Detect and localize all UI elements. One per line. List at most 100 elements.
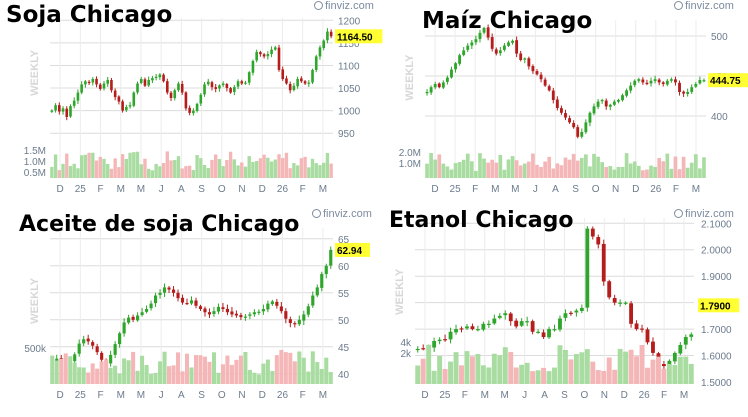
- candle-body: [165, 81, 169, 93]
- candle-body: [329, 249, 333, 266]
- candle-body: [508, 313, 513, 322]
- candle-body: [568, 312, 573, 314]
- candle-body: [255, 51, 258, 61]
- x-tick-label: O: [218, 390, 226, 401]
- candle-body: [454, 63, 457, 70]
- candle-body: [645, 82, 649, 85]
- x-tick-label: O: [218, 184, 226, 195]
- volume-bar: [328, 371, 333, 384]
- candle-body: [131, 316, 135, 320]
- x-tick-label: F: [300, 390, 306, 401]
- candle-body: [65, 108, 69, 117]
- candle-body: [678, 82, 681, 92]
- candle-body: [158, 292, 162, 295]
- candle-body: [497, 315, 502, 318]
- candle-body: [494, 49, 498, 54]
- volume-bar: [122, 358, 127, 384]
- volume-bar: [165, 151, 169, 178]
- weekly-watermark: WEEKLY: [29, 277, 41, 324]
- y-tick-label: 1200: [338, 16, 361, 27]
- volume-bar: [420, 358, 426, 384]
- candle-body: [221, 83, 225, 86]
- volume-bar: [161, 163, 166, 178]
- candle-body: [244, 82, 247, 84]
- candle-body: [80, 84, 83, 93]
- volume-bar: [72, 163, 76, 178]
- candle-body: [564, 113, 567, 118]
- volume-bar: [173, 160, 177, 178]
- candle-body: [259, 52, 262, 55]
- candle-body: [285, 78, 288, 84]
- candle-body: [694, 84, 698, 87]
- volume-bar: [677, 356, 683, 384]
- volume-bar: [120, 154, 125, 178]
- volume-bar: [225, 355, 230, 384]
- candle-body: [649, 80, 653, 84]
- volume-bar: [292, 361, 297, 384]
- candle-body: [437, 339, 442, 342]
- candle-body: [210, 82, 214, 88]
- candle-body: [82, 339, 86, 344]
- candle-body: [162, 74, 165, 82]
- candle-body: [634, 323, 639, 330]
- x-tick-label: D: [421, 390, 428, 401]
- x-tick-label: D: [632, 184, 639, 195]
- x-tick-label: S: [572, 184, 579, 195]
- candle-body: [171, 289, 176, 293]
- volume-bar: [191, 170, 196, 178]
- candle-body: [527, 58, 531, 67]
- volume-bar: [81, 367, 86, 384]
- candle-body: [275, 301, 279, 306]
- candle-body: [76, 92, 80, 101]
- volume-bar: [193, 355, 199, 384]
- candle-body: [145, 309, 149, 312]
- x-tick-label: F: [97, 390, 103, 401]
- volume-bar: [283, 352, 288, 384]
- x-tick-label: M: [117, 390, 125, 401]
- candle-body: [547, 329, 551, 338]
- candle-body: [596, 101, 600, 107]
- x-tick-label: J: [533, 184, 538, 195]
- volume-bar: [624, 153, 629, 178]
- volume-bar: [689, 162, 694, 178]
- chart-canvas: WEEKLY 1200 1150 1100 1050 1000 950 D 25 F M M J A S O N…: [24, 16, 383, 195]
- chart-title: Soja Chicago: [6, 2, 173, 28]
- y-tick-label: 60: [338, 262, 350, 273]
- candle-body: [266, 54, 270, 57]
- volume-bar: [616, 166, 621, 178]
- volume-bar: [158, 166, 162, 178]
- candle-body: [311, 295, 315, 306]
- volume-bar: [437, 154, 442, 178]
- volume-bar: [86, 372, 91, 384]
- volume-bar: [216, 372, 221, 384]
- volume-bar: [228, 151, 233, 178]
- volume-bar: [457, 162, 462, 178]
- volume-bar: [265, 359, 270, 384]
- candle-body: [266, 303, 270, 310]
- volume-bar: [415, 365, 421, 384]
- volume-bar: [543, 161, 547, 178]
- volume-bar: [590, 361, 596, 384]
- candle-body: [683, 337, 688, 345]
- candle-body: [552, 329, 557, 331]
- volume-bar: [202, 165, 207, 178]
- candle-body: [502, 45, 506, 50]
- volume-bar: [486, 367, 492, 384]
- candle-body: [91, 79, 95, 83]
- x-tick-label: M: [491, 184, 499, 195]
- candle-body: [243, 316, 247, 318]
- volume-bar: [698, 168, 702, 178]
- volume-bar: [600, 162, 604, 178]
- candle-body: [257, 311, 261, 313]
- candle-body: [448, 331, 453, 340]
- candle-body: [318, 47, 322, 57]
- volume-bar: [513, 367, 519, 384]
- volume-bar: [104, 359, 109, 384]
- candle-body: [293, 323, 297, 325]
- volume-bar: [461, 159, 466, 178]
- candle-body: [118, 333, 122, 345]
- x-tick-label: M: [137, 390, 145, 401]
- volume-bar: [144, 365, 149, 384]
- volume-bar: [310, 351, 315, 384]
- volume-bar: [154, 163, 158, 178]
